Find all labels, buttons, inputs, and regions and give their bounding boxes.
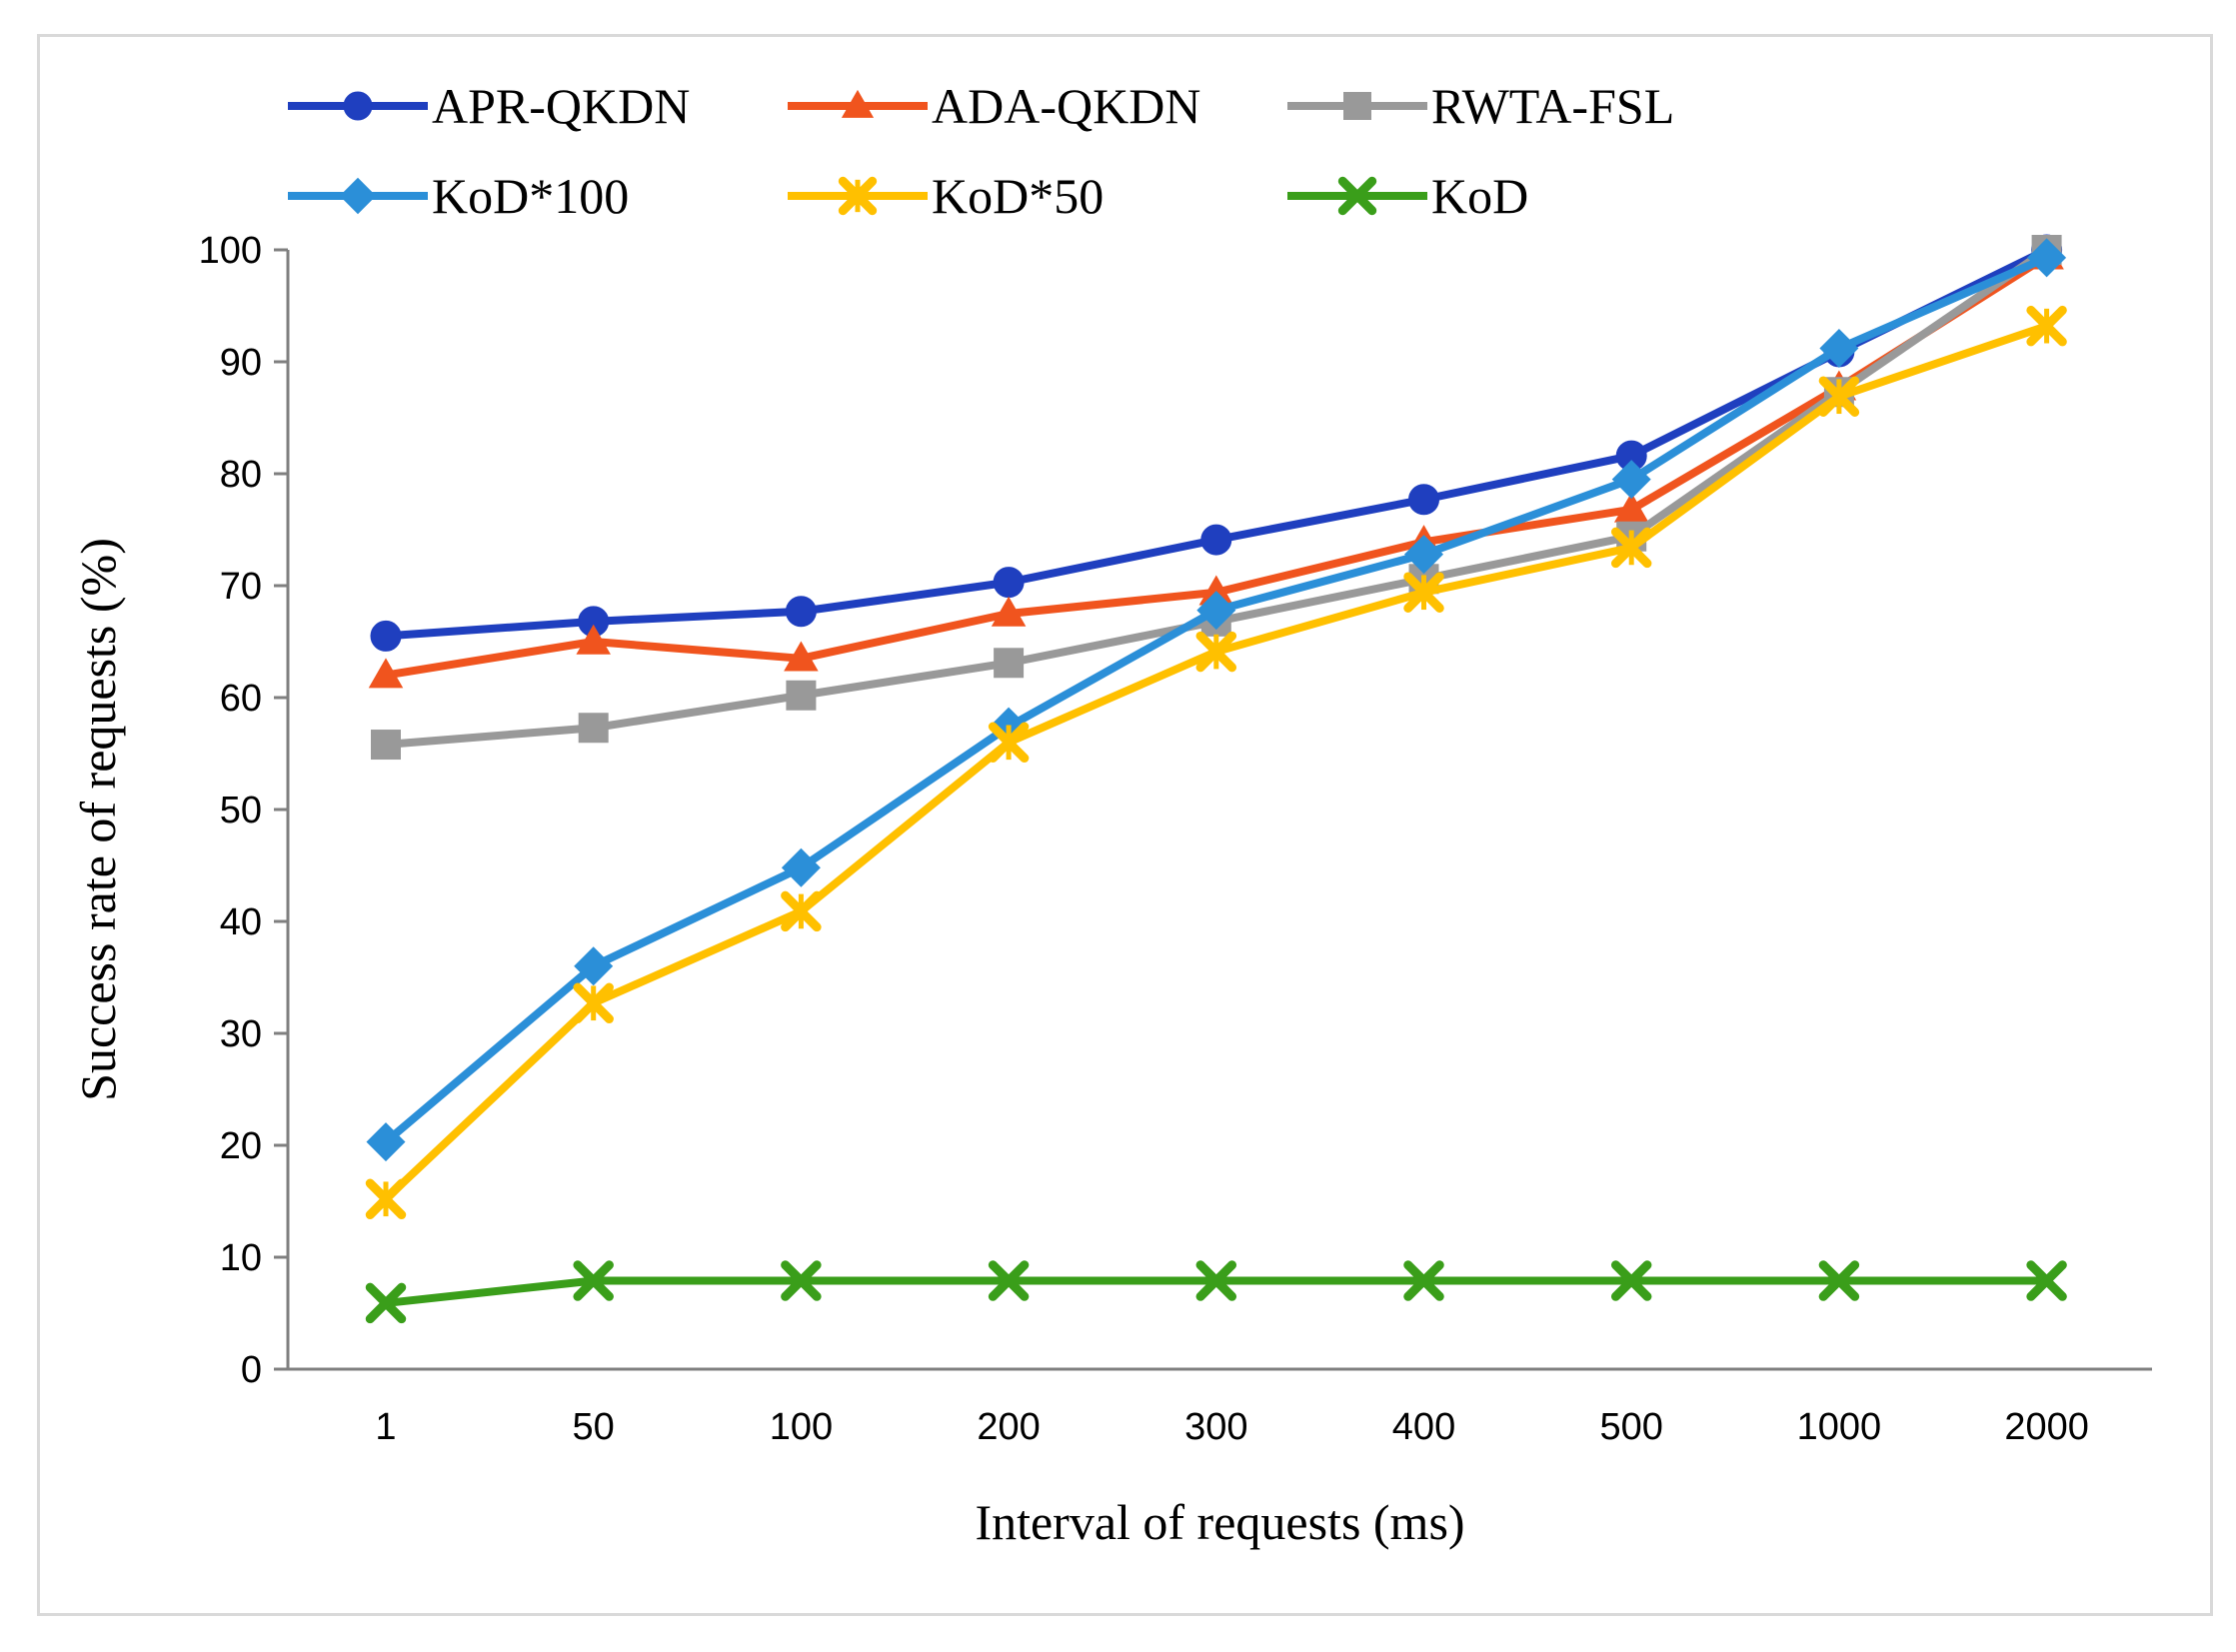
data-point [781, 890, 822, 932]
data-point [574, 946, 614, 986]
x-tick-label: 400 [1392, 1406, 1455, 1448]
legend-item: KoD*100 [288, 168, 629, 224]
y-tick-label: 50 [220, 790, 262, 831]
legend-label: RWTA-FSL [1431, 78, 1674, 134]
x-tick-label: 50 [573, 1406, 615, 1448]
y-tick-label: 40 [220, 901, 262, 943]
data-point [365, 1282, 407, 1324]
axes [286, 250, 2152, 1371]
data-point [786, 680, 817, 711]
y-tick-label: 60 [220, 678, 262, 720]
data-point [1610, 527, 1652, 569]
series-kod-50 [365, 305, 2067, 1220]
legend-item: RWTA-FSL [1287, 78, 1674, 134]
x-tick-label: 500 [1599, 1406, 1662, 1448]
x-tick-label: 200 [977, 1406, 1040, 1448]
chart-frame: 0 10 20 30 40 50 60 70 80 90 100 1 50 100 200 300 400 50… [37, 34, 2213, 1616]
legend-item: ADA-QKDN [788, 78, 1200, 134]
series-line [383, 254, 2049, 1145]
x-tick-label: 1 [375, 1406, 396, 1448]
x-axis-title: Interval of requests (ms) [975, 1494, 1464, 1550]
y-tick-label: 0 [241, 1349, 262, 1391]
series-rwta-fsl [371, 235, 2062, 761]
y-tick-label: 100 [199, 230, 262, 272]
x-tick-label: 2000 [2004, 1406, 2089, 1448]
data-point [576, 624, 611, 655]
line-chart: 0 10 20 30 40 50 60 70 80 90 100 1 50 100 200 300 400 50… [70, 78, 2152, 1550]
data-point [991, 596, 1027, 627]
data-point [2027, 238, 2067, 278]
data-point [838, 176, 878, 216]
data-point [1408, 484, 1439, 516]
data-point [1613, 492, 1649, 523]
data-point [1343, 92, 1371, 120]
data-point [1610, 1260, 1652, 1301]
data-point [573, 1260, 614, 1301]
data-point [1818, 1260, 1860, 1301]
data-point [993, 567, 1025, 599]
y-tick-label: 10 [220, 1237, 262, 1279]
legend: APR-QKDN ADA-QKDN RWTA-FSL KoD*100 KoD*50 KoD [288, 78, 1674, 224]
legend-label: KoD*50 [932, 168, 1104, 224]
data-point [1403, 1260, 1444, 1301]
series-line [385, 246, 2049, 750]
data-point [781, 1260, 822, 1301]
y-tick-label: 20 [220, 1125, 262, 1167]
data-point [1818, 376, 1860, 417]
data-point [1198, 575, 1234, 606]
legend-item: KoD*50 [788, 168, 1104, 224]
data-point [343, 91, 373, 121]
data-point [368, 658, 404, 689]
data-point [2026, 305, 2067, 347]
data-point [1611, 460, 1651, 500]
x-axis-ticks: 1 50 100 200 300 400 500 1000 2000 [375, 1406, 2088, 1448]
data-point [2026, 1260, 2067, 1301]
data-point [784, 641, 819, 672]
data-point [994, 648, 1025, 679]
x-tick-label: 100 [770, 1406, 833, 1448]
data-point [339, 177, 377, 215]
series-kod-100 [366, 238, 2067, 1162]
x-tick-label: 300 [1184, 1406, 1247, 1448]
y-axis-title: Success rate of requests (%) [70, 538, 126, 1101]
data-point [781, 847, 821, 887]
y-tick-label: 90 [220, 342, 262, 384]
legend-item: APR-QKDN [288, 78, 690, 134]
y-tick-label: 30 [220, 1013, 262, 1055]
series-kod [365, 1260, 2067, 1324]
data-point [1195, 631, 1237, 673]
series-line [383, 322, 2048, 1202]
legend-label: APR-QKDN [432, 78, 690, 134]
data-point [371, 730, 401, 761]
y-tick-label: 70 [220, 566, 262, 608]
data-point [1819, 329, 1859, 369]
data-point [1404, 535, 1443, 575]
data-point [1403, 572, 1444, 613]
data-point [573, 982, 614, 1024]
data-point [1200, 524, 1232, 556]
y-axis-ticks: 0 10 20 30 40 50 60 70 80 90 100 [199, 230, 288, 1391]
data-point [988, 722, 1030, 764]
series-layer [365, 234, 2067, 1324]
data-point [365, 1178, 407, 1220]
data-point [785, 596, 817, 628]
data-point [841, 89, 875, 118]
data-point [366, 1122, 406, 1162]
y-tick-label: 80 [220, 454, 262, 496]
data-point [1195, 1260, 1237, 1301]
data-point [988, 1260, 1030, 1301]
legend-label: ADA-QKDN [932, 78, 1200, 134]
x-tick-label: 1000 [1797, 1406, 1882, 1448]
data-point [578, 713, 609, 744]
data-point [370, 620, 402, 652]
legend-label: KoD [1431, 168, 1528, 224]
legend-item: KoD [1287, 168, 1528, 224]
legend-label: KoD*100 [432, 168, 629, 224]
data-point [1337, 176, 1377, 216]
data-point [1196, 591, 1236, 631]
